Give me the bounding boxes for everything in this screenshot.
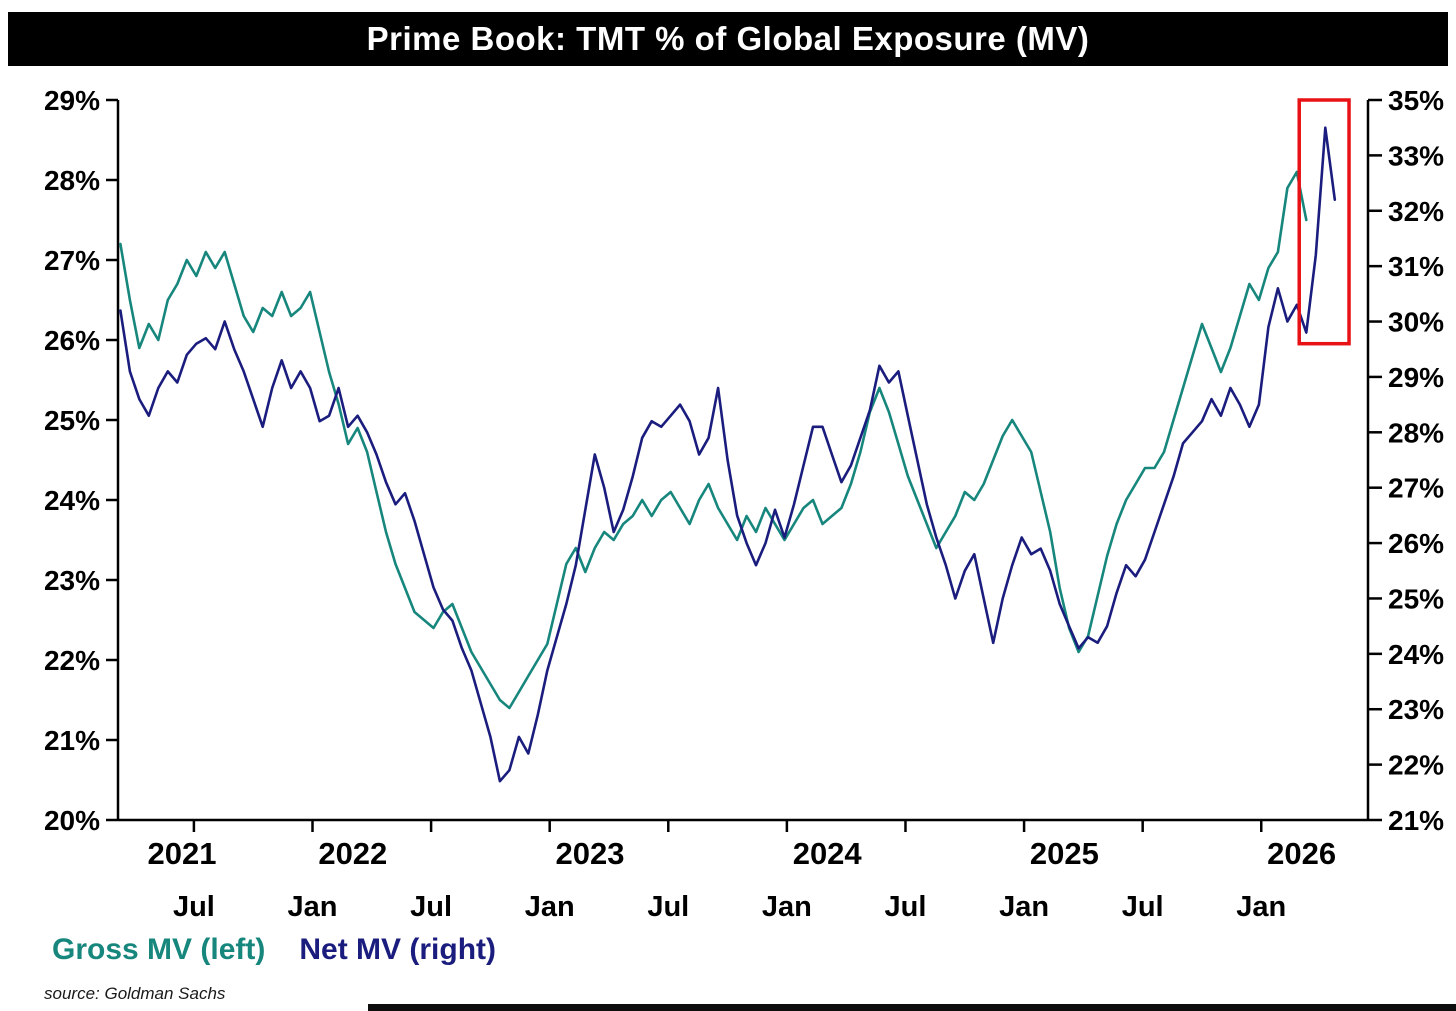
left-axis-tick-label: 25% (44, 405, 100, 436)
year-label: 2024 (793, 836, 863, 871)
legend-gross-mv: Gross MV (left) (52, 933, 266, 966)
right-axis-tick-label: 29% (1388, 362, 1444, 393)
net-mv-line (119, 126, 1337, 783)
month-tick-label: Jan (1236, 891, 1286, 923)
right-axis-tick-label: 25% (1388, 583, 1444, 614)
legend: Gross MV (left) Net MV (right) (52, 933, 530, 967)
year-label: 2026 (1267, 836, 1336, 871)
left-axis-tick-label: 27% (44, 245, 100, 276)
month-tick-label: Jan (525, 891, 575, 923)
month-tick-label: Jul (885, 891, 927, 923)
left-axis-tick-label: 24% (44, 485, 100, 516)
year-label: 2021 (148, 836, 217, 871)
month-tick-label: Jul (1122, 891, 1164, 923)
month-tick-label: Jan (999, 891, 1049, 923)
right-axis-tick-label: 24% (1388, 639, 1444, 670)
month-tick-label: Jul (647, 891, 689, 923)
year-label: 2023 (556, 836, 625, 871)
right-axis-tick-label: 23% (1388, 694, 1444, 725)
year-label: 2022 (318, 836, 387, 871)
legend-net-mv: Net MV (right) (299, 933, 496, 966)
right-axis-tick-label: 28% (1388, 417, 1444, 448)
right-axis-tick-label: 27% (1388, 473, 1444, 504)
gross-mv-line (119, 170, 1308, 710)
left-axis-tick-label: 23% (44, 565, 100, 596)
month-tick-label: Jan (288, 891, 338, 923)
left-axis-tick-label: 22% (44, 645, 100, 676)
right-axis-tick-label: 33% (1388, 140, 1444, 171)
left-axis-tick-label: 21% (44, 725, 100, 756)
month-tick-label: Jul (173, 891, 215, 923)
left-axis-tick-label: 26% (44, 325, 100, 356)
source-attribution: source: Goldman Sachs (44, 984, 226, 1003)
month-tick-label: Jul (410, 891, 452, 923)
left-axis-tick-label: 29% (44, 85, 100, 116)
bottom-bar (368, 1004, 1456, 1011)
month-tick-label: Jan (762, 891, 812, 923)
right-axis-tick-label: 32% (1388, 196, 1444, 227)
right-axis-tick-label: 31% (1388, 251, 1444, 282)
left-axis-tick-label: 20% (44, 805, 100, 836)
right-axis-tick-label: 35% (1388, 85, 1444, 116)
chart-title: Prime Book: TMT % of Global Exposure (MV… (8, 12, 1448, 66)
right-axis-tick-label: 30% (1388, 307, 1444, 338)
year-label: 2025 (1030, 836, 1099, 871)
right-axis-tick-label: 26% (1388, 528, 1444, 559)
right-axis-tick-label: 21% (1388, 805, 1444, 836)
highlight-box (1297, 98, 1351, 346)
right-axis-tick-label: 22% (1388, 750, 1444, 781)
left-axis-tick-label: 28% (44, 165, 100, 196)
